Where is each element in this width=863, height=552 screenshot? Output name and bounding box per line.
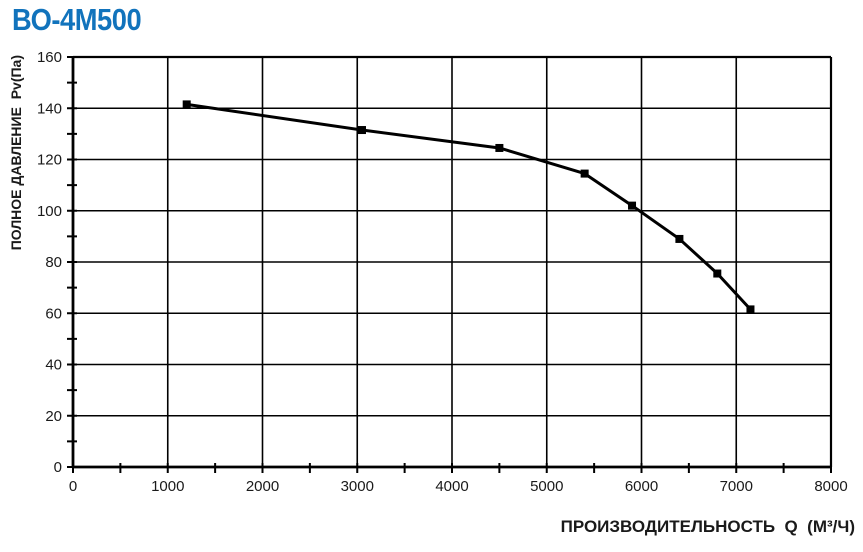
x-axis-title: ПРОИЗВОДИТЕЛЬНОСТЬ Q (М³/Ч) (560, 517, 855, 536)
x-tick-label: 1000 (151, 478, 184, 495)
data-point-marker (580, 169, 589, 178)
y-tick-label: 20 (45, 408, 62, 425)
chart-title: ВО-4М500 (12, 2, 142, 37)
y-tick-label: 80 (45, 254, 62, 271)
performance-curve (185, 102, 752, 311)
data-point-marker (357, 126, 366, 135)
x-tick-label: 3000 (341, 478, 374, 495)
x-tick-label: 5000 (530, 478, 563, 495)
x-tick-label: 0 (69, 478, 77, 495)
data-point-marker (675, 234, 684, 243)
data-point-marker (495, 143, 504, 152)
data-point-marker (746, 305, 755, 314)
x-tick-label: 2000 (246, 478, 279, 495)
y-tick-label: 120 (37, 152, 62, 169)
data-point-marker (628, 201, 637, 210)
x-tick-label: 7000 (720, 478, 753, 495)
x-tick-label: 4000 (435, 478, 468, 495)
y-tick-label: 100 (37, 203, 62, 220)
y-tick-label: 60 (45, 305, 62, 322)
y-tick-label: 0 (54, 459, 62, 476)
data-point-marker (713, 269, 722, 278)
y-tick-label: 140 (37, 100, 62, 117)
data-point-marker (182, 100, 191, 109)
y-tick-label: 40 (45, 357, 62, 374)
y-tick-label: 160 (37, 49, 62, 66)
x-tick-label: 8000 (814, 478, 847, 495)
x-tick-label: 6000 (625, 478, 658, 495)
